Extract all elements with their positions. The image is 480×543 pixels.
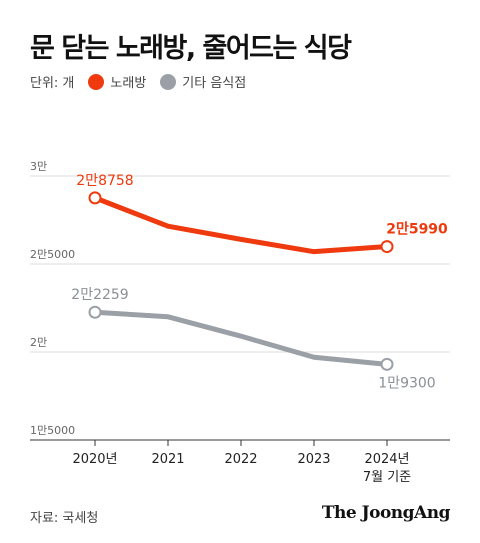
restaurants-point-marker	[88, 305, 102, 319]
data-label: 2만5990	[386, 222, 448, 238]
x-tick-label: 7월 기준	[363, 470, 411, 485]
x-tick-label: 2020년	[72, 452, 117, 467]
data-label: 2만2259	[71, 287, 128, 303]
karaoke-point-marker	[380, 240, 394, 254]
y-tick-label: 3만	[30, 160, 47, 173]
x-tick-label: 2021	[151, 452, 184, 467]
source-note: 자료: 국세청	[30, 511, 99, 526]
restaurants-point-marker	[380, 357, 394, 371]
legend-item-restaurants: 기타 음식점	[160, 72, 246, 91]
legend-label-restaurants: 기타 음식점	[182, 76, 247, 91]
y-tick-label: 2만	[30, 336, 47, 349]
y-tick-label: 1만5000	[30, 424, 75, 437]
restaurants-series-line	[92, 309, 390, 367]
karaoke-point-marker	[88, 191, 102, 205]
legend-label-karaoke: 노래방	[110, 76, 147, 91]
x-tick-label: 2022	[224, 452, 257, 467]
x-tick-label: 2024년	[364, 452, 409, 467]
restaurants-legend-marker	[160, 73, 177, 90]
chart-title: 문 닫는 노래방, 줄어드는 식당	[30, 33, 352, 64]
x-tick-label: 2023	[297, 452, 330, 467]
legend-item-karaoke: 노래방	[88, 72, 146, 91]
legend: 단위: 개 노래방 기타 음식점	[30, 72, 260, 91]
publisher-logo: The JoongAng	[321, 503, 451, 523]
data-label: 2만8758	[76, 173, 133, 189]
unit-label: 단위: 개	[30, 76, 75, 91]
karaoke-legend-marker	[88, 73, 105, 90]
y-tick-label: 2만5000	[30, 248, 75, 261]
karaoke-series-line	[92, 195, 390, 255]
data-label: 1만9300	[378, 375, 435, 391]
